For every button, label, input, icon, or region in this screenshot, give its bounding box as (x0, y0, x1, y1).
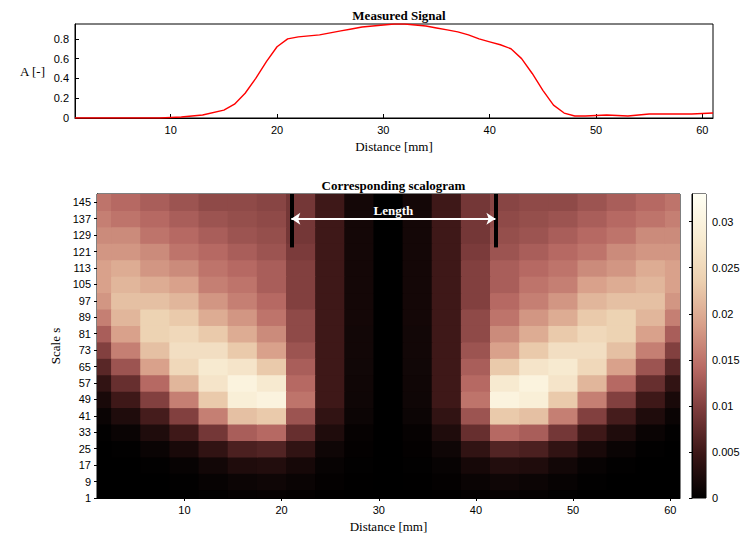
svg-text:Scale s: Scale s (48, 328, 63, 364)
svg-text:0.4: 0.4 (54, 72, 69, 84)
svg-text:0.03: 0.03 (712, 216, 733, 228)
svg-text:0.8: 0.8 (54, 33, 69, 45)
svg-text:73: 73 (79, 344, 91, 356)
svg-text:0.025: 0.025 (712, 262, 740, 274)
svg-text:41: 41 (79, 410, 91, 422)
svg-text:Measured Signal: Measured Signal (352, 8, 446, 23)
svg-text:30: 30 (377, 124, 389, 136)
svg-text:0.015: 0.015 (712, 354, 740, 366)
svg-text:81: 81 (79, 328, 91, 340)
svg-text:105: 105 (73, 278, 91, 290)
svg-text:0.005: 0.005 (712, 446, 740, 458)
svg-text:1: 1 (85, 492, 91, 504)
svg-text:89: 89 (79, 311, 91, 323)
svg-text:97: 97 (79, 295, 91, 307)
svg-text:0: 0 (63, 112, 69, 124)
svg-text:129: 129 (73, 229, 91, 241)
svg-text:Distance [mm]: Distance [mm] (350, 519, 428, 534)
svg-text:A [-]: A [-] (20, 64, 45, 79)
svg-text:17: 17 (79, 459, 91, 471)
svg-text:0: 0 (712, 492, 718, 504)
svg-text:25: 25 (79, 443, 91, 455)
svg-text:57: 57 (79, 377, 91, 389)
svg-text:Distance [mm]: Distance [mm] (355, 139, 433, 154)
svg-text:30: 30 (373, 504, 385, 516)
svg-text:137: 137 (73, 213, 91, 225)
svg-text:0.2: 0.2 (54, 92, 69, 104)
svg-text:145: 145 (73, 196, 91, 208)
svg-text:9: 9 (85, 476, 91, 488)
svg-text:20: 20 (271, 124, 283, 136)
svg-text:65: 65 (79, 361, 91, 373)
svg-text:40: 40 (484, 124, 496, 136)
svg-text:50: 50 (567, 504, 579, 516)
svg-text:50: 50 (590, 124, 602, 136)
svg-text:0.6: 0.6 (54, 53, 69, 65)
svg-text:60: 60 (696, 124, 708, 136)
svg-text:40: 40 (470, 504, 482, 516)
svg-text:10: 10 (178, 504, 190, 516)
svg-text:Length: Length (373, 203, 414, 218)
svg-text:Corresponding scalogram: Corresponding scalogram (322, 178, 466, 193)
svg-text:113: 113 (73, 262, 91, 274)
svg-text:33: 33 (79, 426, 91, 438)
svg-text:49: 49 (79, 393, 91, 405)
svg-text:0.01: 0.01 (712, 400, 733, 412)
svg-text:60: 60 (664, 504, 676, 516)
svg-text:121: 121 (73, 246, 91, 258)
svg-text:20: 20 (275, 504, 287, 516)
svg-text:10: 10 (165, 124, 177, 136)
svg-text:0.02: 0.02 (712, 308, 733, 320)
